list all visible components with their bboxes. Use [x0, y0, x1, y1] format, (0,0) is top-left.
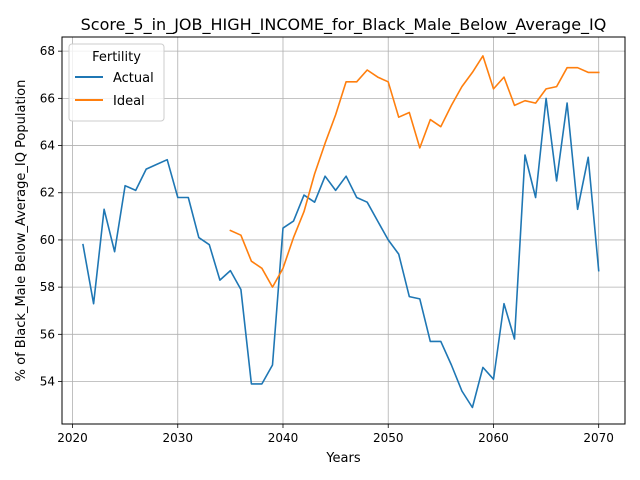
legend-label-actual: Actual	[113, 71, 154, 86]
x-tick-label: 2040	[268, 431, 299, 445]
legend-box	[68, 43, 165, 122]
y-tick-label: 56	[40, 327, 55, 341]
legend-label-ideal: Ideal	[113, 94, 145, 109]
x-tick-label: 2050	[373, 431, 404, 445]
x-tick-label: 2030	[162, 431, 193, 445]
legend: Fertility Actual Ideal	[68, 43, 165, 122]
legend-title: Fertility	[92, 50, 141, 65]
x-tick-label: 2020	[57, 431, 88, 445]
series-line-actual	[82, 97, 600, 409]
y-tick-label: 60	[40, 233, 55, 247]
series-line-ideal	[229, 55, 600, 288]
x-tick-label: 2070	[583, 431, 614, 445]
x-axis-label: Years	[325, 451, 361, 466]
y-tick-label: 66	[40, 91, 55, 105]
y-axis-label: % of Black_Male Below_Average_IQ Populat…	[14, 80, 29, 382]
y-tick-label: 64	[40, 139, 55, 153]
axis-ticks: 2020 2030 2040 2050 2060 2070 54 56 58 60 62 64 66 68	[40, 44, 614, 445]
y-tick-label: 62	[40, 186, 55, 200]
chart-title: Score_5_in_JOB_HIGH_INCOME_for_Black_Mal…	[81, 15, 607, 35]
plot-frame	[61, 36, 626, 425]
y-tick-label: 58	[40, 280, 55, 294]
series-lines	[82, 55, 600, 409]
y-tick-label: 68	[40, 44, 55, 58]
x-tick-label: 2060	[478, 431, 509, 445]
y-tick-label: 54	[40, 375, 55, 389]
